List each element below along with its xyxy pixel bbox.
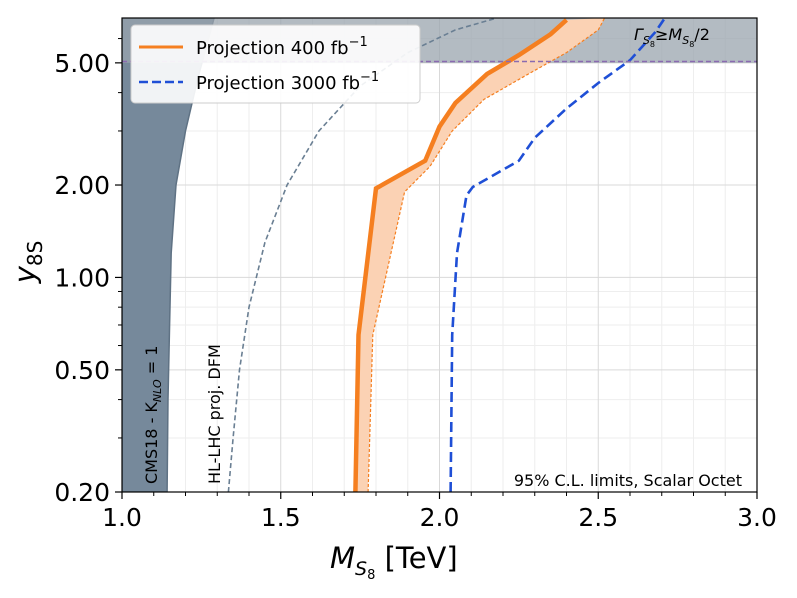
x-tick-label: 3.0 <box>737 503 777 532</box>
y-tick-label: 0.20 <box>54 478 110 507</box>
cms18-label: CMS18 - KNLO = 1 <box>142 346 164 484</box>
cl-label: 95% C.L. limits, Scalar Octet <box>514 471 742 490</box>
y-tick-label: 2.00 <box>54 171 110 200</box>
legend-label-3000: Projection 3000 fb−1 <box>196 70 379 94</box>
legend: Projection 400 fb−1 Projection 3000 fb−1 <box>130 24 421 104</box>
legend-box <box>130 24 421 104</box>
width-annotation: ΓS8≥MS8/2 <box>634 25 710 49</box>
x-tick-label: 2.5 <box>578 503 618 532</box>
x-tick-label: 1.0 <box>102 503 142 532</box>
projection-3000-line <box>449 18 666 492</box>
ticks <box>115 38 758 499</box>
x-tick-label: 2.0 <box>420 503 460 532</box>
x-axis-title: MS8 [TeV] <box>330 541 458 583</box>
projection-400-line <box>353 18 569 492</box>
y-tick-label: 5.00 <box>54 49 110 78</box>
y-tick-label: 1.00 <box>54 263 110 292</box>
hl-lhc-dfm-curve <box>227 18 497 492</box>
projection-400-upper-edge <box>367 18 606 492</box>
dfm-label: HL-LHC proj. DFM <box>205 344 224 484</box>
y-axis-title: y8S <box>8 241 47 285</box>
legend-label-400: Projection 400 fb−1 <box>196 35 368 59</box>
y-tick-label: 0.50 <box>54 356 110 385</box>
tick-labels: 1.0 1.5 2.0 2.5 3.0 0.20 0.50 1.00 2.00 5.00 <box>54 49 777 532</box>
x-tick-label: 1.5 <box>261 503 301 532</box>
